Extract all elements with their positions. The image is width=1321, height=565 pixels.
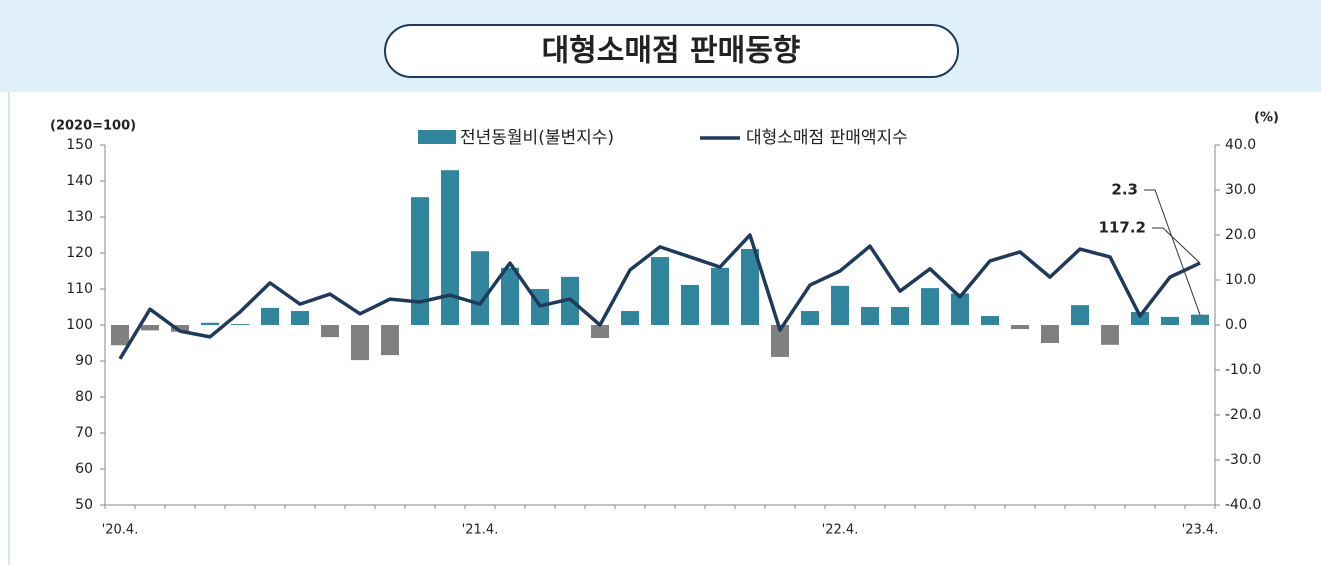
y-tick-label: 50 [75, 497, 93, 513]
legend-label: 대형소매점 판매액지수 [746, 128, 908, 148]
legend-label: 전년동월비(불변지수) [460, 128, 614, 148]
y-tick-label: 130 [66, 209, 93, 225]
bar [801, 311, 819, 325]
bar [741, 248, 759, 325]
bar [891, 307, 909, 325]
y2-axis-label: (%) [1254, 111, 1279, 126]
bar [951, 293, 969, 325]
y2-tick-label: 40.0 [1225, 137, 1256, 153]
y2-tick-label: 0.0 [1225, 317, 1247, 333]
bar [651, 257, 669, 325]
x-tick-label: '21.4. [462, 523, 499, 538]
bar [351, 325, 369, 361]
bar [111, 325, 129, 346]
bar [201, 322, 219, 325]
y-tick-label: 90 [75, 353, 93, 369]
bar [981, 316, 999, 325]
bar [591, 325, 609, 339]
bar [411, 197, 429, 325]
bar [621, 311, 639, 325]
y-tick-label: 120 [66, 245, 93, 261]
legend-swatch [418, 130, 456, 144]
y-axis-label: (2020=100) [50, 119, 136, 134]
bar [141, 325, 159, 331]
leader-line [1152, 227, 1201, 264]
y-tick-label: 100 [66, 317, 93, 333]
data-label: 2.3 [1111, 181, 1138, 199]
bar [831, 285, 849, 325]
y-tick-label: 150 [66, 137, 93, 153]
x-tick-label: '22.4. [822, 523, 859, 538]
line [118, 233, 1201, 360]
bar [1101, 325, 1119, 345]
bar [1161, 316, 1179, 325]
bar [471, 251, 489, 325]
y-tick-label: 60 [75, 461, 93, 477]
y-tick-label: 70 [75, 425, 93, 441]
y2-tick-label: -30.0 [1225, 452, 1261, 468]
bar [291, 311, 309, 325]
y-tick-label: 110 [66, 281, 93, 297]
bar [501, 267, 519, 325]
x-tick-label: '23.4. [1182, 523, 1219, 538]
bar [1011, 325, 1029, 330]
y2-tick-label: -20.0 [1225, 407, 1261, 423]
bar [1191, 314, 1209, 325]
bar [441, 170, 459, 325]
bar [321, 325, 339, 338]
y2-tick-label: 30.0 [1225, 182, 1256, 198]
chart-title: 대형소매점 판매동향 [542, 34, 801, 69]
bar [171, 325, 189, 332]
bar [771, 325, 789, 357]
bar [681, 284, 699, 325]
bar [1131, 311, 1149, 325]
y2-tick-label: 10.0 [1225, 272, 1256, 288]
data-label: 117.2 [1099, 219, 1146, 237]
bar [711, 267, 729, 325]
y-tick-label: 140 [66, 173, 93, 189]
y2-tick-label: 20.0 [1225, 227, 1256, 243]
y-tick-label: 80 [75, 389, 93, 405]
y2-tick-label: -40.0 [1225, 497, 1261, 513]
title-pill [384, 24, 959, 78]
bar [1071, 305, 1089, 325]
left-border [8, 92, 10, 565]
x-tick-label: '20.4. [102, 523, 139, 538]
bar [381, 325, 399, 356]
leader-line [1144, 189, 1201, 315]
bar [921, 288, 939, 325]
bar [261, 307, 279, 325]
bar [1041, 325, 1059, 343]
bar [231, 324, 249, 325]
y2-tick-label: -10.0 [1225, 362, 1261, 378]
bar [861, 307, 879, 325]
